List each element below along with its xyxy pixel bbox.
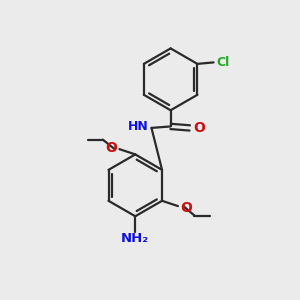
Text: NH₂: NH₂ [121,232,149,244]
Text: O: O [105,141,117,154]
Text: Cl: Cl [216,56,229,69]
Text: HN: HN [128,120,148,133]
Text: O: O [180,201,192,214]
Text: O: O [194,121,206,135]
